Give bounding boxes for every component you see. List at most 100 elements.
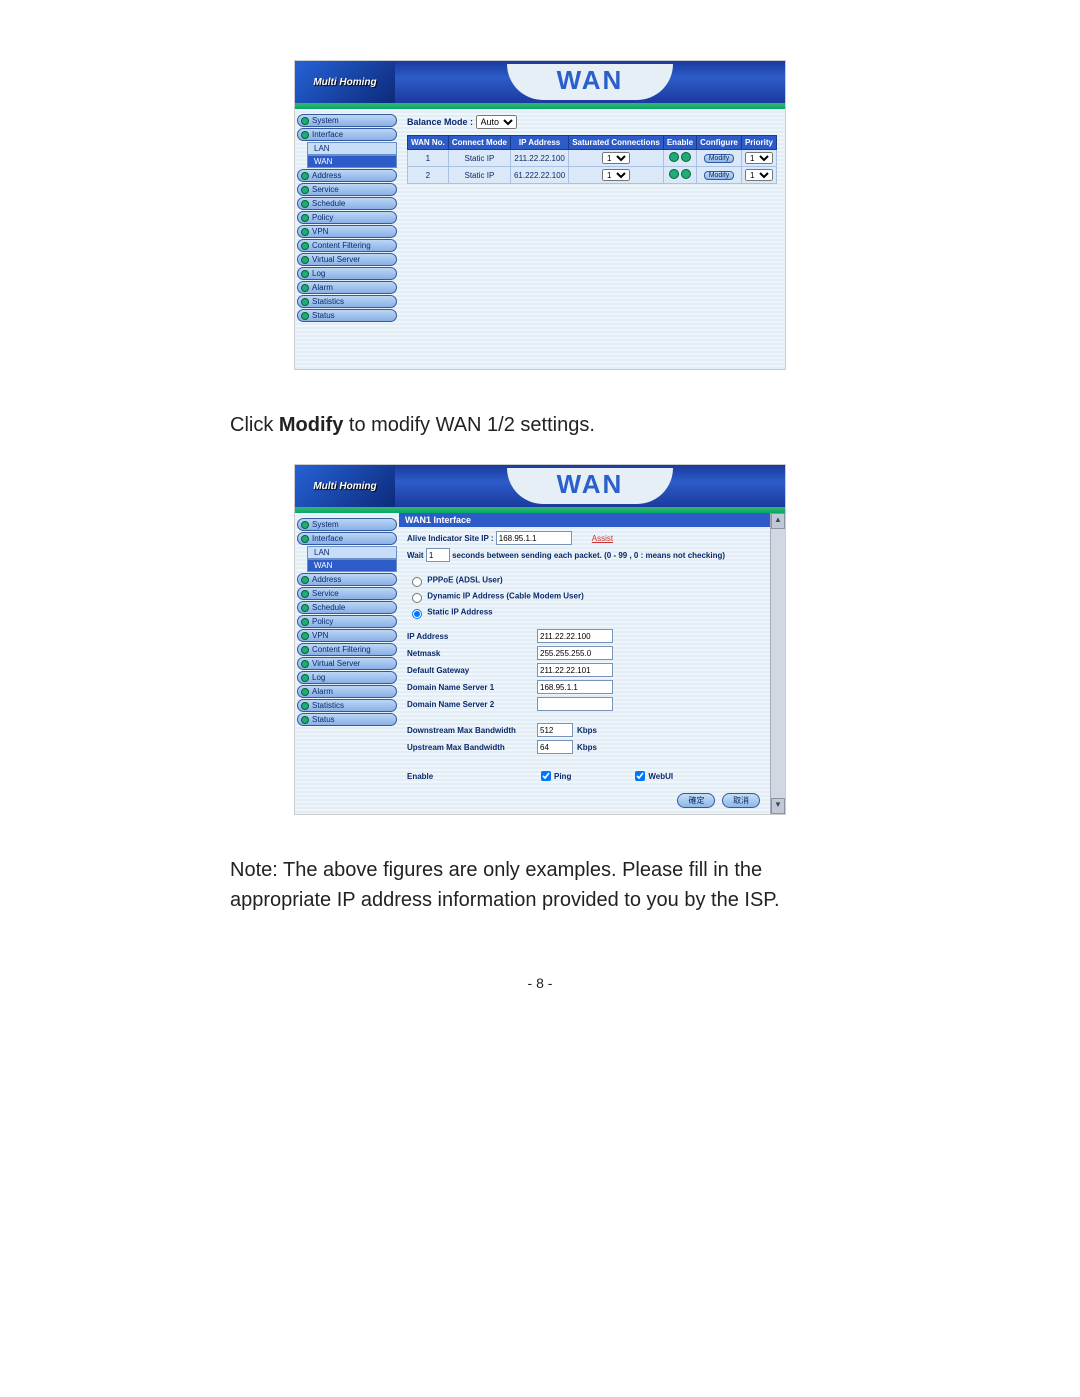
modify-button[interactable]: Modify bbox=[704, 154, 735, 163]
webui-label: WebUI bbox=[648, 772, 673, 781]
sidebar-item-status[interactable]: Status bbox=[297, 309, 397, 322]
balance-mode-select[interactable]: Auto bbox=[476, 115, 517, 129]
app-header: Multi Homing WAN bbox=[295, 465, 785, 507]
ip-input[interactable] bbox=[537, 629, 613, 643]
sidebar-item-interface[interactable]: Interface bbox=[297, 532, 397, 545]
ok-button[interactable]: 確定 bbox=[677, 793, 715, 808]
sidebar-item-alarm[interactable]: Alarm bbox=[297, 685, 397, 698]
sidebar-item-virtual-server[interactable]: Virtual Server bbox=[297, 253, 397, 266]
sidebar-item-log[interactable]: Log bbox=[297, 267, 397, 280]
radio-pppoe[interactable] bbox=[412, 577, 422, 587]
dns2-label: Domain Name Server 2 bbox=[407, 700, 537, 709]
saturated-select[interactable]: 1 bbox=[602, 152, 630, 164]
col-wan-no: WAN No. bbox=[408, 136, 449, 150]
col-priority: Priority bbox=[741, 136, 776, 150]
radio-static-label: Static IP Address bbox=[427, 608, 492, 617]
priority-select[interactable]: 1 bbox=[745, 169, 773, 181]
enable-label: Enable bbox=[407, 772, 537, 781]
sidebar-item-status[interactable]: Status bbox=[297, 713, 397, 726]
sidebar-item-content-filtering[interactable]: Content Filtering bbox=[297, 239, 397, 252]
col-configure: Configure bbox=[697, 136, 742, 150]
wan-table: WAN No. Connect Mode IP Address Saturate… bbox=[407, 135, 777, 184]
downstream-label: Downstream Max Bandwidth bbox=[407, 726, 537, 735]
cell-ip: 61.222.22.100 bbox=[510, 167, 568, 184]
wait-input[interactable] bbox=[426, 548, 450, 562]
sidebar-sub-lan[interactable]: LAN bbox=[307, 546, 397, 559]
netmask-input[interactable] bbox=[537, 646, 613, 660]
sidebar-sub-wan[interactable]: WAN bbox=[307, 155, 397, 168]
sidebar-item-policy[interactable]: Policy bbox=[297, 615, 397, 628]
sidebar-item-statistics[interactable]: Statistics bbox=[297, 295, 397, 308]
sidebar-item-policy[interactable]: Policy bbox=[297, 211, 397, 224]
dns1-label: Domain Name Server 1 bbox=[407, 683, 537, 692]
vertical-scrollbar[interactable]: ▲ ▼ bbox=[770, 513, 785, 814]
enable-icon[interactable] bbox=[669, 169, 679, 179]
dns1-input[interactable] bbox=[537, 680, 613, 694]
sidebar-item-service[interactable]: Service bbox=[297, 183, 397, 196]
sidebar-item-service[interactable]: Service bbox=[297, 587, 397, 600]
saturated-select[interactable]: 1 bbox=[602, 169, 630, 181]
priority-select[interactable]: 1 bbox=[745, 152, 773, 164]
app-logo: Multi Homing bbox=[295, 465, 395, 507]
sidebar-item-interface[interactable]: Interface bbox=[297, 128, 397, 141]
dns2-input[interactable] bbox=[537, 697, 613, 711]
sidebar-item-schedule[interactable]: Schedule bbox=[297, 601, 397, 614]
upstream-input[interactable] bbox=[537, 740, 573, 754]
sidebar-item-schedule[interactable]: Schedule bbox=[297, 197, 397, 210]
sidebar-item-vpn[interactable]: VPN bbox=[297, 629, 397, 642]
cancel-button[interactable]: 取消 bbox=[722, 793, 760, 808]
scroll-down-icon[interactable]: ▼ bbox=[771, 798, 785, 814]
ping-label: Ping bbox=[554, 772, 571, 781]
sidebar-sub-wan[interactable]: WAN bbox=[307, 559, 397, 572]
sidebar-item-virtual-server[interactable]: Virtual Server bbox=[297, 657, 397, 670]
page-number: - 8 - bbox=[0, 975, 1080, 991]
radio-static[interactable] bbox=[412, 609, 422, 619]
cell-ip: 211.22.22.100 bbox=[510, 150, 568, 167]
enable-icon[interactable] bbox=[669, 152, 679, 162]
sidebar-item-system[interactable]: System bbox=[297, 114, 397, 127]
refresh-icon[interactable] bbox=[681, 169, 691, 179]
alive-ip-label: Alive Indicator Site IP : bbox=[407, 534, 494, 543]
section-header: WAN1 Interface bbox=[399, 513, 770, 527]
radio-dynamic-label: Dynamic IP Address (Cable Modem User) bbox=[427, 592, 584, 601]
col-saturated: Saturated Connections bbox=[569, 136, 664, 150]
netmask-label: Netmask bbox=[407, 649, 537, 658]
cell-wan-no: 1 bbox=[408, 150, 449, 167]
alive-ip-input[interactable] bbox=[496, 531, 572, 545]
sidebar-sub-lan[interactable]: LAN bbox=[307, 142, 397, 155]
page-title: WAN bbox=[507, 468, 674, 504]
sidebar-item-statistics[interactable]: Statistics bbox=[297, 699, 397, 712]
scroll-up-icon[interactable]: ▲ bbox=[771, 513, 785, 529]
sidebar-item-alarm[interactable]: Alarm bbox=[297, 281, 397, 294]
gateway-input[interactable] bbox=[537, 663, 613, 677]
sidebar-item-content-filtering[interactable]: Content Filtering bbox=[297, 643, 397, 656]
sidebar-item-address[interactable]: Address bbox=[297, 169, 397, 182]
col-connect-mode: Connect Mode bbox=[448, 136, 510, 150]
main-content: WAN1 Interface Alive Indicator Site IP :… bbox=[399, 513, 770, 814]
ping-checkbox[interactable] bbox=[541, 771, 551, 781]
assist-link[interactable]: Assist bbox=[592, 534, 613, 543]
refresh-icon[interactable] bbox=[681, 152, 691, 162]
modify-button[interactable]: Modify bbox=[704, 171, 735, 180]
upstream-unit: Kbps bbox=[577, 743, 597, 752]
downstream-unit: Kbps bbox=[577, 726, 597, 735]
screenshot-wan-edit: Multi Homing WAN System Interface LAN WA… bbox=[294, 464, 786, 815]
ip-label: IP Address bbox=[407, 632, 537, 641]
screenshot-wan-list: Multi Homing WAN System Interface LAN WA… bbox=[294, 60, 786, 370]
gateway-label: Default Gateway bbox=[407, 666, 537, 675]
sidebar-item-vpn[interactable]: VPN bbox=[297, 225, 397, 238]
downstream-input[interactable] bbox=[537, 723, 573, 737]
webui-checkbox[interactable] bbox=[635, 771, 645, 781]
caption-modify: Click Modify to modify WAN 1/2 settings. bbox=[230, 410, 850, 440]
sidebar-item-log[interactable]: Log bbox=[297, 671, 397, 684]
radio-dynamic[interactable] bbox=[412, 593, 422, 603]
note-text: Note: The above figures are only example… bbox=[230, 855, 850, 915]
cell-mode: Static IP bbox=[448, 167, 510, 184]
balance-mode-label: Balance Mode : bbox=[407, 117, 473, 127]
col-enable: Enable bbox=[663, 136, 696, 150]
sidebar-item-system[interactable]: System bbox=[297, 518, 397, 531]
sidebar-item-address[interactable]: Address bbox=[297, 573, 397, 586]
cell-mode: Static IP bbox=[448, 150, 510, 167]
sidebar: System Interface LAN WAN Address Service… bbox=[295, 109, 399, 369]
wait-label-post: seconds between sending each packet. (0 … bbox=[452, 551, 725, 560]
